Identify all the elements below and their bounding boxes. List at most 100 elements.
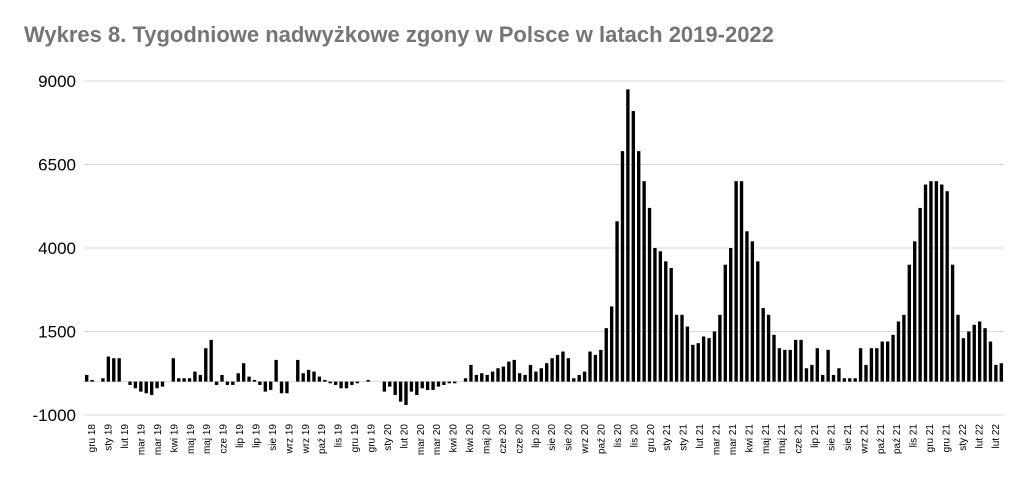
bar <box>810 364 814 382</box>
bar <box>90 379 94 382</box>
bar <box>604 328 608 382</box>
bar <box>133 381 138 389</box>
bar <box>306 369 311 382</box>
x-tick-label: lis 20 <box>629 424 640 448</box>
bar <box>279 381 284 394</box>
y-tick-label: 4000 <box>38 239 76 258</box>
bar <box>269 381 273 390</box>
x-tick-label: wrz 20 <box>580 424 591 455</box>
bar <box>815 348 819 382</box>
bar <box>826 349 830 382</box>
bar <box>198 374 203 382</box>
bar <box>409 381 414 392</box>
x-tick-label: gru 21 <box>942 424 953 453</box>
bar <box>388 381 392 387</box>
bar <box>398 381 403 402</box>
x-tick-label: wrz 19 <box>301 424 312 455</box>
x-tick-label: gru 20 <box>646 424 657 453</box>
x-tick-label: lip 21 <box>810 424 821 448</box>
bar <box>339 381 343 389</box>
bar <box>848 378 852 382</box>
bar <box>972 324 976 382</box>
x-tick-label: maj 19 <box>186 424 197 454</box>
bar <box>214 381 219 385</box>
x-tick-label: maj 21 <box>761 424 772 454</box>
bar <box>793 339 798 382</box>
bar <box>799 339 803 382</box>
bar <box>285 381 289 394</box>
bar <box>934 181 939 382</box>
x-tick-label: gru 19 <box>350 424 361 453</box>
x-tick-label: lip 20 <box>531 424 542 448</box>
bar <box>106 356 111 382</box>
x-tick-label: mar 19 <box>137 424 148 456</box>
bar <box>485 374 489 382</box>
bar <box>788 349 792 382</box>
x-tick-label: mar 20 <box>432 424 443 456</box>
bar <box>474 374 479 382</box>
x-tick-label: lip 19 <box>235 424 246 448</box>
bar <box>766 314 771 382</box>
x-tick-label: paź 19 <box>317 424 328 454</box>
bar <box>155 381 159 389</box>
bar <box>842 378 847 382</box>
bar <box>691 344 695 382</box>
x-tick-label: mar 20 <box>416 424 427 456</box>
x-tick-label: lut 22 <box>974 424 985 449</box>
bar <box>745 231 749 382</box>
bar <box>534 371 538 382</box>
bar <box>193 371 197 382</box>
bar <box>252 379 257 382</box>
bar <box>777 348 782 382</box>
bar <box>929 181 933 382</box>
x-tick-label: cze 21 <box>794 424 805 454</box>
bar <box>469 364 473 382</box>
bar <box>231 381 235 385</box>
bar <box>453 381 457 384</box>
bar <box>328 381 332 384</box>
bar <box>160 381 165 387</box>
x-tick-label: gru 19 <box>367 424 378 453</box>
bar <box>609 306 614 382</box>
bar <box>420 381 424 389</box>
y-tick-label: 6500 <box>38 156 76 175</box>
bar <box>685 326 690 382</box>
x-tick-label: sty 20 <box>383 424 394 451</box>
bar <box>734 181 738 382</box>
bar <box>117 358 121 382</box>
bar <box>831 374 836 382</box>
x-tick-label: paź 21 <box>876 424 887 454</box>
bar <box>961 338 966 382</box>
x-tick-label: lut 22 <box>991 424 1002 449</box>
bar <box>317 376 322 382</box>
x-tick-label: sie 20 <box>547 424 558 451</box>
bar <box>853 378 857 382</box>
bar <box>333 381 338 385</box>
bar <box>967 331 971 382</box>
bar <box>988 341 993 382</box>
x-tick-label: maj 19 <box>202 424 213 454</box>
x-tick-label: lip 19 <box>252 424 263 448</box>
x-tick-label: sie 19 <box>268 424 279 451</box>
bar <box>739 181 744 382</box>
x-tick-label: lis 20 <box>613 424 624 448</box>
bar <box>940 184 944 382</box>
bar <box>626 89 630 382</box>
bar <box>891 334 895 382</box>
bar <box>496 368 500 382</box>
bar <box>204 348 208 382</box>
x-tick-label: lut 20 <box>399 424 410 449</box>
x-tick-label: gru 18 <box>87 424 98 453</box>
x-tick-label: mar 21 <box>728 424 739 456</box>
bar <box>647 207 652 382</box>
chart-title: Wykres 8. Tygodniowe nadwyżkowe zgony w … <box>24 22 774 47</box>
bar <box>177 378 181 382</box>
bar <box>772 334 776 382</box>
bar <box>480 373 484 382</box>
bar <box>355 381 359 384</box>
x-tick-label: kwi 20 <box>465 424 476 453</box>
bar <box>550 358 554 382</box>
bar <box>144 381 148 394</box>
